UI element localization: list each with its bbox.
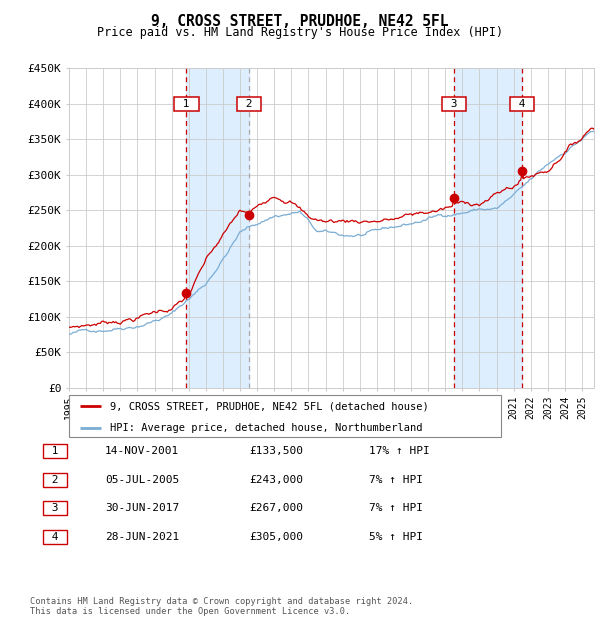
Text: 4: 4 (45, 532, 65, 542)
Text: 2: 2 (45, 475, 65, 485)
Text: 3: 3 (45, 503, 65, 513)
Text: 7% ↑ HPI: 7% ↑ HPI (369, 503, 423, 513)
Text: 7% ↑ HPI: 7% ↑ HPI (369, 475, 423, 485)
Text: HPI: Average price, detached house, Northumberland: HPI: Average price, detached house, Nort… (110, 423, 422, 433)
Text: 17% ↑ HPI: 17% ↑ HPI (369, 446, 430, 456)
Bar (454, 68, 522, 388)
Text: £243,000: £243,000 (249, 475, 303, 485)
Text: Price paid vs. HM Land Registry's House Price Index (HPI): Price paid vs. HM Land Registry's House … (97, 26, 503, 39)
Text: 4: 4 (512, 99, 532, 108)
Text: 28-JUN-2021: 28-JUN-2021 (105, 532, 179, 542)
Bar (187, 68, 249, 388)
Text: 1: 1 (45, 446, 65, 456)
Text: 30-JUN-2017: 30-JUN-2017 (105, 503, 179, 513)
Text: 9, CROSS STREET, PRUDHOE, NE42 5FL: 9, CROSS STREET, PRUDHOE, NE42 5FL (151, 14, 449, 29)
Text: Contains HM Land Registry data © Crown copyright and database right 2024.: Contains HM Land Registry data © Crown c… (30, 597, 413, 606)
Text: 5% ↑ HPI: 5% ↑ HPI (369, 532, 423, 542)
Text: 05-JUL-2005: 05-JUL-2005 (105, 475, 179, 485)
Text: £267,000: £267,000 (249, 503, 303, 513)
Text: This data is licensed under the Open Government Licence v3.0.: This data is licensed under the Open Gov… (30, 607, 350, 616)
Text: 3: 3 (443, 99, 464, 108)
Text: 9, CROSS STREET, PRUDHOE, NE42 5FL (detached house): 9, CROSS STREET, PRUDHOE, NE42 5FL (deta… (110, 401, 429, 411)
Text: 1: 1 (176, 99, 197, 108)
Text: £133,500: £133,500 (249, 446, 303, 456)
Text: £305,000: £305,000 (249, 532, 303, 542)
Text: 2: 2 (239, 99, 259, 108)
Text: 14-NOV-2001: 14-NOV-2001 (105, 446, 179, 456)
FancyBboxPatch shape (69, 395, 501, 437)
